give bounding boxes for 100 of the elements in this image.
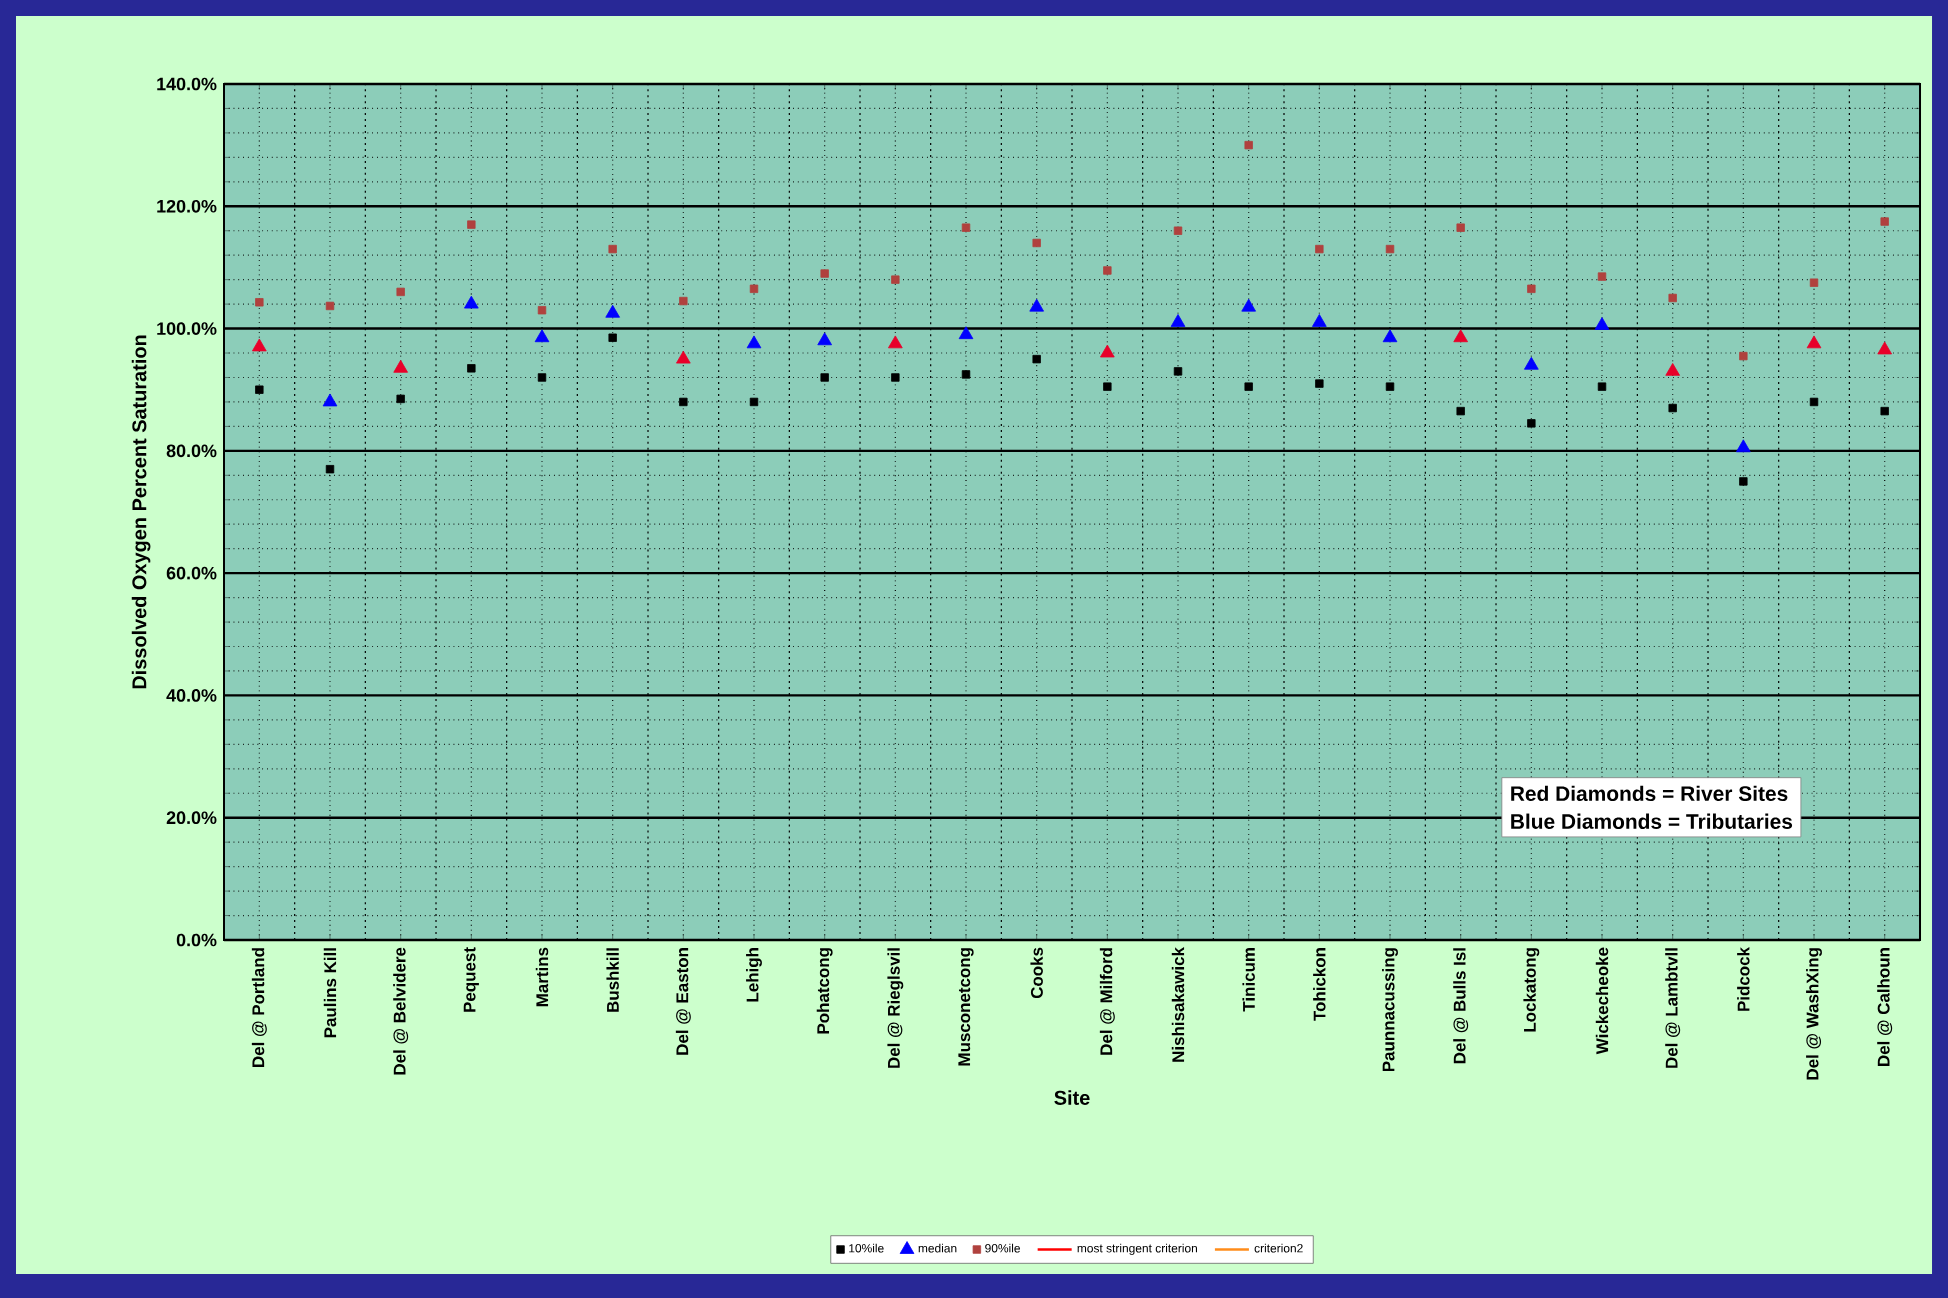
x-tick-label: Paulins Kill [323,948,337,1038]
point [888,335,903,349]
point [820,269,829,278]
x-tick-label: Del @ Bulls Isl [1453,948,1469,1064]
point [1597,272,1607,281]
point [396,287,405,297]
point [958,326,974,340]
x-tick-label: Lockatong [1523,948,1540,1032]
point [1668,293,1677,303]
point [891,373,900,382]
point [1524,356,1539,370]
point [1456,223,1465,232]
point [820,373,829,382]
point [1103,382,1112,391]
x-tick-label: Tohickon [1313,948,1326,1021]
point [537,306,547,315]
y-tick-label: 140.0% [157,77,217,91]
point [1173,367,1183,376]
point [534,329,550,343]
x-tick-label: Wickecheoke [1595,947,1609,1055]
y-tick-label: 60.0% [166,566,217,580]
x-tick-label: Del @ Rieglsvil [887,948,904,1068]
point [1029,298,1044,312]
point [1453,329,1468,343]
x-tick-label: Del @ Lambtvll [1665,948,1681,1068]
y-tick-label: 40.0% [166,689,217,702]
x-tick-label: Del @ Calhoun [1877,948,1893,1066]
y-axis-title: Dissolved Oxygen Percent Saturation [131,335,151,689]
point [817,332,832,346]
point [1241,298,1256,312]
x-tick-label: Bushkill [606,948,619,1012]
point [464,295,479,309]
point [537,373,547,382]
point [1880,406,1889,416]
x-tick-label: Pequest [463,947,479,1012]
point [467,220,476,229]
point [1527,419,1536,428]
point [1880,217,1889,226]
point [676,350,691,364]
point [1806,335,1822,349]
x-tick-label: Tinicum [1242,948,1255,1012]
point [1103,266,1112,275]
y-tick-label: 0.0% [176,933,217,947]
annotation: Blue Diamonds = Tributaries [1511,813,1793,829]
point [325,465,335,474]
y-tick-label: 80.0% [166,444,217,458]
point [252,338,267,352]
point [1739,351,1748,361]
point [255,298,264,307]
point [679,397,688,407]
x-axis-title: Site [1054,1090,1090,1105]
point [1032,354,1041,364]
annotation: Red Diamonds = River Sites [1511,785,1788,802]
x-tick-label: Del @ Easton [675,948,691,1055]
x-tick-label: Del @ Milford [1099,948,1115,1055]
point [1809,278,1819,287]
point [1315,244,1324,254]
point [255,385,264,394]
point [322,393,338,407]
point [1456,406,1465,416]
point [1170,314,1186,327]
point [1527,284,1536,293]
point [608,333,617,342]
point [1736,439,1751,453]
point [1244,382,1253,391]
point [1244,140,1253,150]
x-tick-label: Del @ Belvidere [393,947,409,1075]
x-tick-label: Pohatcong [816,948,833,1034]
y-tick-label: 100.0% [157,322,217,335]
x-tick-label: Musconetcong [958,948,974,1066]
x-tick-label: Del @ Portland [251,948,267,1067]
point [679,296,688,306]
x-tick-label: Pidcock [1737,947,1750,1011]
point [961,223,971,232]
point [961,370,971,379]
point [1315,379,1324,388]
x-tick-label: Nishisakawick [1171,947,1185,1062]
point [325,301,335,311]
point [891,275,900,284]
x-tick-label: Paunnacussing [1382,948,1398,1072]
y-tick-label: 120.0% [157,199,217,213]
point [1665,362,1680,376]
point [1100,344,1115,358]
point [1173,226,1183,235]
point [1597,382,1607,391]
point [396,394,405,404]
point [467,364,476,373]
point [1877,341,1892,355]
point [393,359,408,373]
point [1809,397,1819,407]
x-tick-label: Cooks [1030,947,1043,999]
point [746,335,762,349]
point [605,304,620,318]
point [1312,314,1327,327]
y-tick-label: 20.0% [166,811,217,825]
x-tick-label: Martins [535,947,549,1007]
point [749,397,759,407]
point [1382,329,1398,343]
point [1385,244,1395,254]
point [608,244,617,254]
